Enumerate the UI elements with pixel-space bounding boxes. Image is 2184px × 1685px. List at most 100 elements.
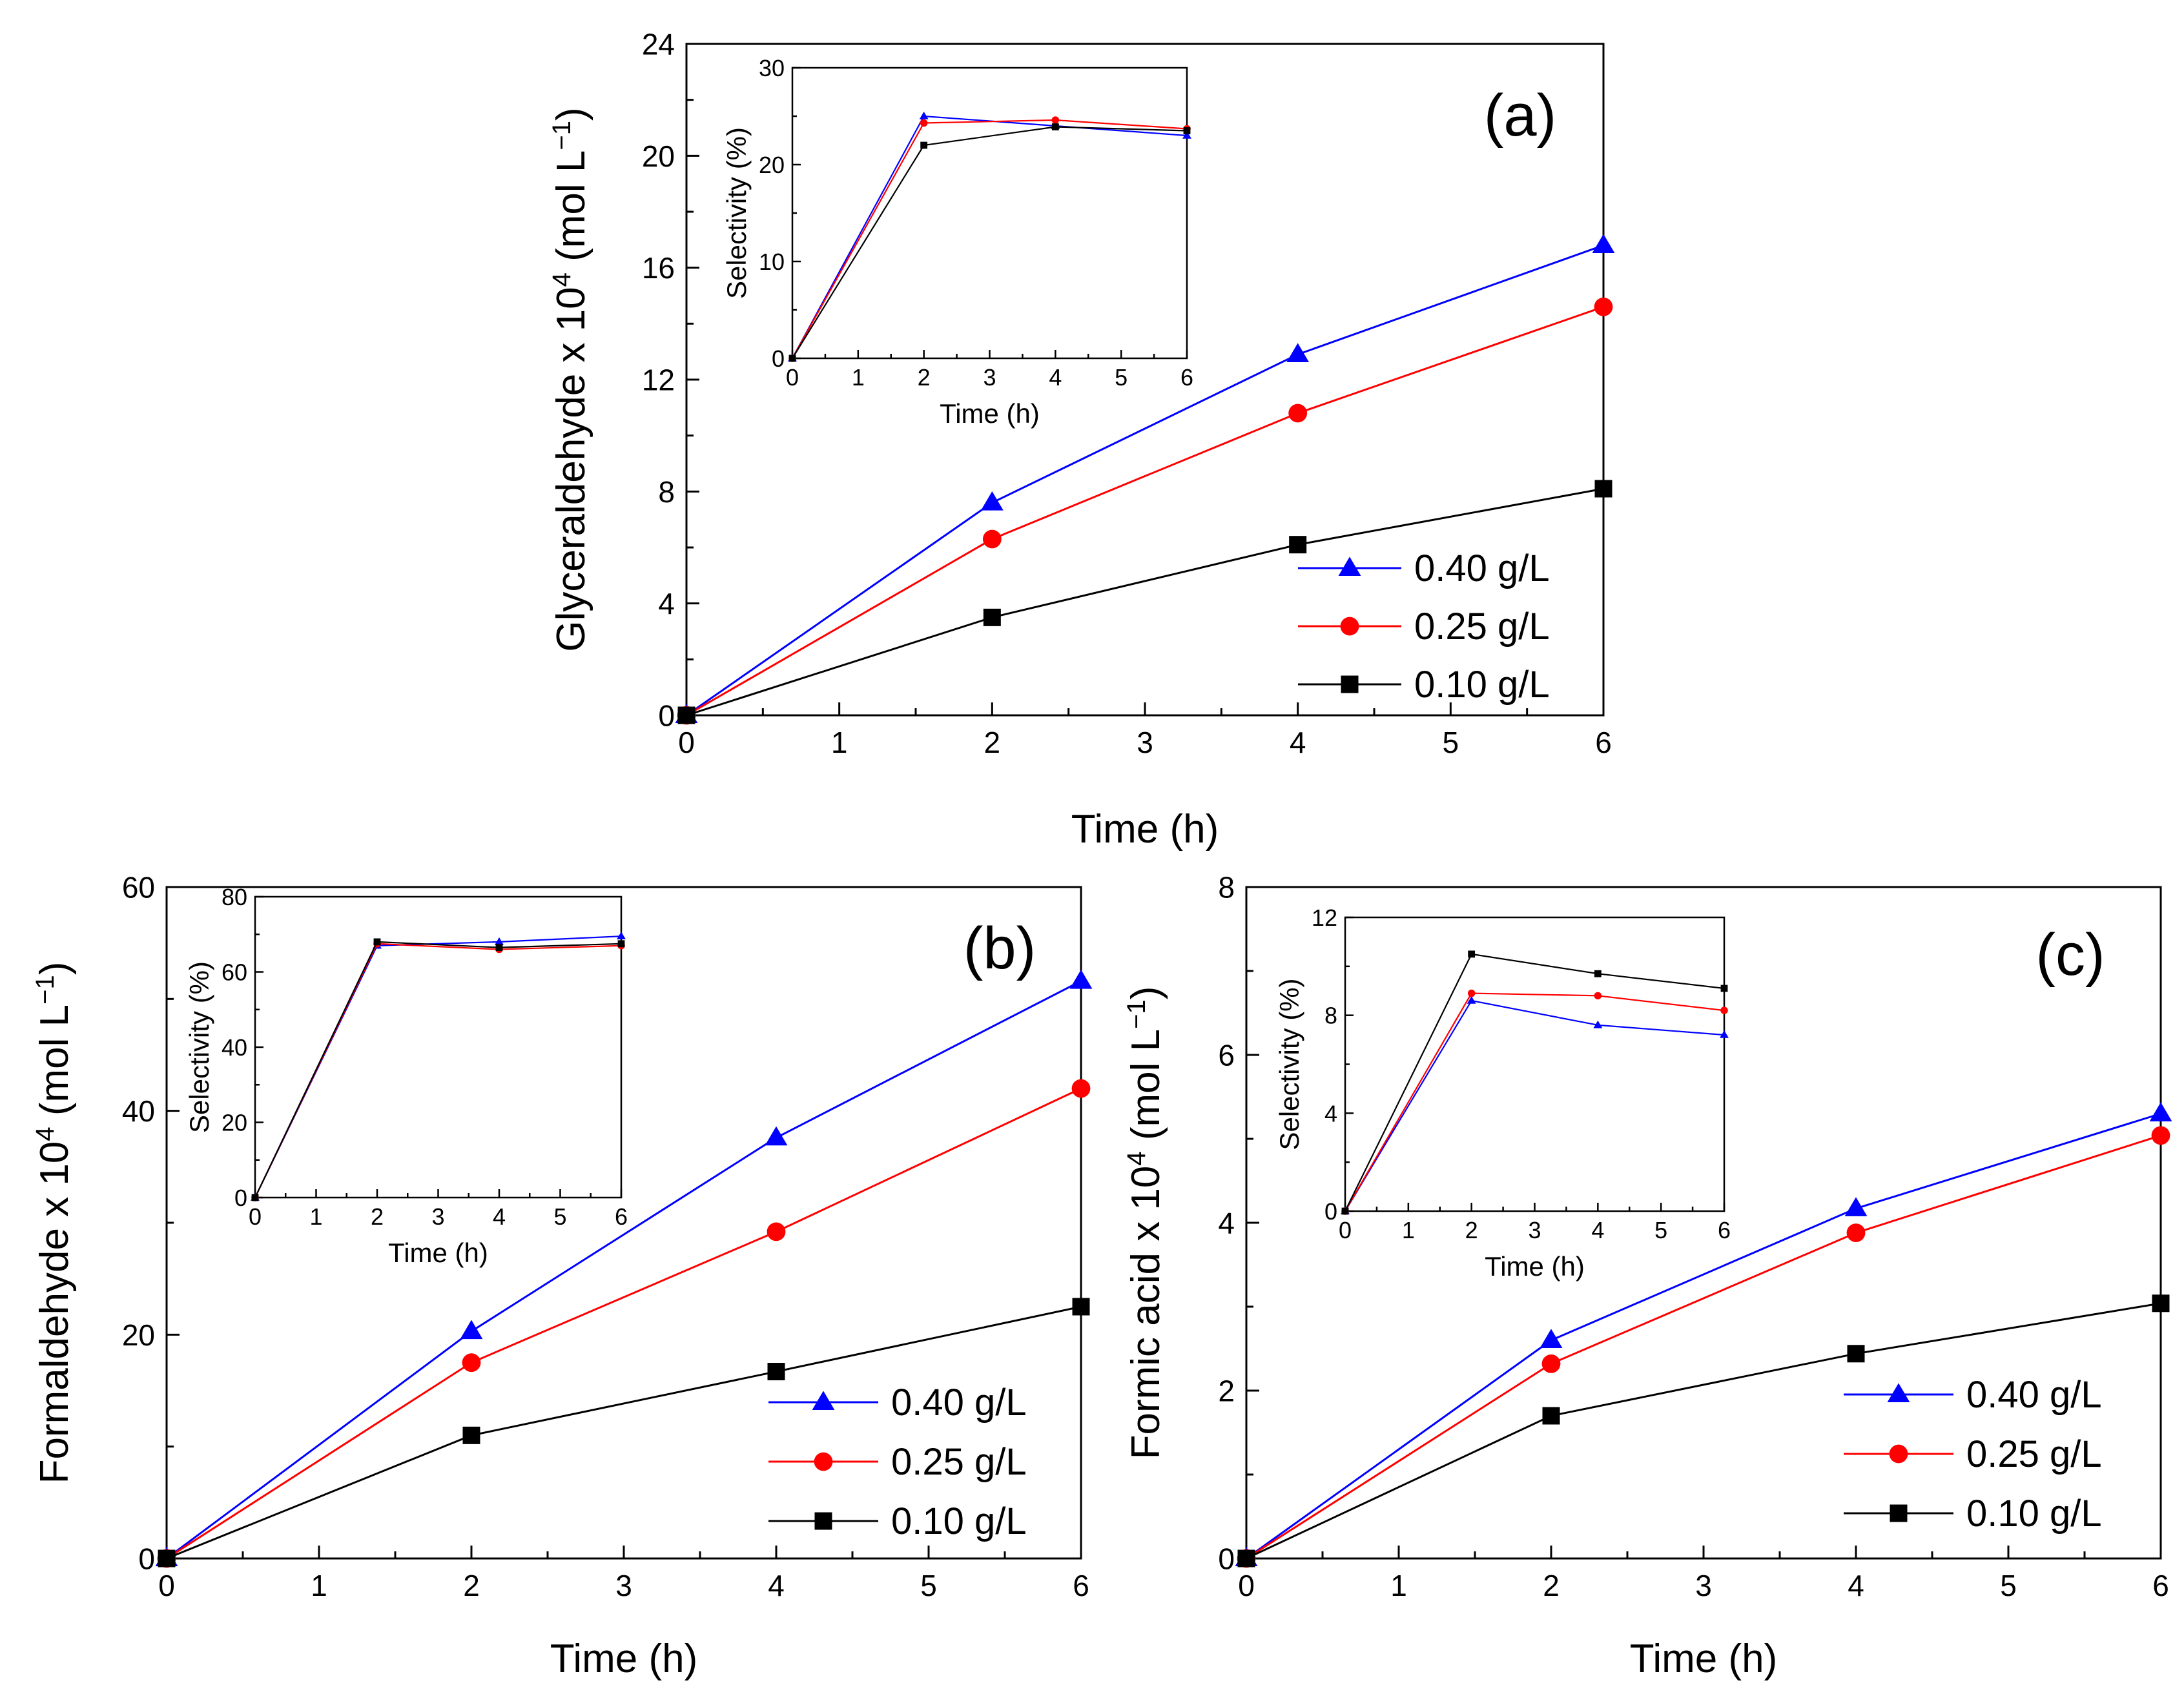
panel-c-y-tick-label-0: 0 [1218,1542,1235,1576]
panel-a-inset-y-tick-label-0: 0 [772,345,785,372]
panel-a-series-line-2 [686,487,1604,717]
panel-c-inset-point-s0-2 [1593,1020,1603,1028]
panel-a-inset-point-s1-2 [1051,116,1060,124]
panel-b-series-line-2 [166,1305,1082,1560]
panel-b-legend-marker-1 [814,1452,833,1471]
panel-c-y-tick-label-8: 8 [1218,871,1235,904]
panel-b-y-tick-label-40: 40 [122,1094,155,1128]
panel-b-x-tick-label-4: 4 [768,1569,785,1602]
panel-a-inset-x-tick-label-4: 4 [1049,364,1062,391]
panel-a-point-s2-3 [1594,480,1612,498]
panel-b-panel-label: (b) [963,915,1036,981]
panel-b-y-axis-title-part: ) [32,962,77,975]
panel-a-y-axis-title-part: ) [549,107,593,121]
panel-b-inset-point-s2-0 [251,1194,259,1201]
panel-b-inset-y-tick-label-20: 20 [221,1109,247,1136]
panel-c-inset-x-tick-label-0: 0 [1339,1217,1352,1243]
panel-a-point-s0-2 [1286,343,1310,362]
panel-a-inset-x-tick-label-2: 2 [918,364,931,391]
panel-c-y-tick-label-2: 2 [1218,1374,1235,1408]
panel-b-inset-x-tick-label-1: 1 [309,1203,322,1230]
panel-c-x-tick-label-5: 5 [2000,1569,2017,1602]
panel-a-legend-label-1: 0.25 g/L [1414,606,1550,648]
panel-b-inset-point-s0-2 [495,937,504,945]
panel-c-point-s1-3 [2151,1126,2170,1145]
panel-a-y-axis-title-part: Glyceraldehyde x 10 [549,287,593,651]
panel-a-inset-x-tick-label-5: 5 [1115,364,1128,391]
panel-a-inset-y-tick-label-30: 30 [759,55,785,81]
panel-a-legend-marker-0 [1338,557,1361,576]
panel-a-x-tick-label-5: 5 [1443,726,1459,759]
panel-b-inset-x-tick-label-2: 2 [371,1203,384,1230]
panel-c-inset-y-tick-label-0: 0 [1324,1198,1337,1225]
panel-a-y-tick-label-4: 4 [658,587,675,620]
panel-b-point-s0-3 [1069,969,1093,989]
panel-a-inset-x-tick-label-0: 0 [786,364,799,391]
panel-a-x-tick-label-2: 2 [984,726,1001,759]
panel-a-y-tick-label-12: 12 [642,363,675,397]
panel-a-legend: 0.40 g/L 0.25 g/L 0.10 g/L [1298,547,1550,706]
panel-a-x-tick-label-1: 1 [831,726,848,759]
panel-a-x-tick-label-3: 3 [1137,726,1153,759]
panel-a-y-tick-label-0: 0 [658,699,675,733]
panel-b-inset-x-tick-label-5: 5 [553,1203,566,1230]
panel-b-legend-label-1: 0.25 g/L [891,1441,1027,1483]
panel-a-y-axis-title-part: (mol L [549,150,593,272]
panel-a-inset-point-s2-3 [1183,127,1191,134]
panel-b-y-tick-label-0: 0 [138,1542,155,1576]
panel-c-point-s2-3 [2152,1294,2170,1312]
panel-a-inset-point-s0-3 [1182,130,1191,139]
panel-c-y-axis-title-superscript: 4 [1122,1151,1151,1165]
panel-a-series-line-1 [686,305,1604,717]
panel-c-y-axis-title: Formic acid x 104 (mol L−1) [1122,986,1168,1460]
panel-c-point-s0-3 [2149,1102,2172,1121]
panel-c-inset-x-tick-label-1: 1 [1402,1217,1415,1243]
panel-c-x-tick-label-1: 1 [1390,1569,1407,1602]
panel-a-inset-y-tick-label-20: 20 [759,152,785,178]
panel-a-point-s0-1 [980,491,1004,511]
panel-a-inset-background [792,68,1187,358]
panel-c-inset-point-s0-3 [1720,1030,1729,1038]
panel-b-y-tick-label-60: 60 [122,871,155,904]
panel-a-inset-x-tick-label-3: 3 [983,364,996,391]
panel-c-series-line-1 [1246,1134,2161,1560]
panel-c-point-s0-2 [1844,1197,1868,1216]
panel-a-y-tick-label-16: 16 [642,251,675,285]
panel-a-inset-y-axis-title: Selectivity (%) [721,127,752,299]
panel-b-series-line-0 [166,980,1082,1560]
panel-a-inset-series-line-1 [792,119,1188,359]
panel-b-point-s2-3 [1072,1298,1090,1316]
panel-c-x-tick-label-4: 4 [1848,1569,1864,1602]
panel-c-inset-point-s2-3 [1720,985,1728,992]
panel-a-legend-label-0: 0.40 g/L [1414,547,1550,589]
panel-c-inset-point-s1-1 [1467,989,1476,997]
panel-b-x-tick-label-0: 0 [158,1569,175,1602]
panel-b-legend-marker-2 [814,1512,832,1530]
panel-b-point-s2-2 [767,1363,785,1381]
panel-b-inset-series-line-2 [254,941,622,1198]
panel-a-y-axis-title-superscript: −1 [548,121,576,150]
panel-b-point-s1-3 [1071,1079,1091,1098]
panel-b-y-axis-title: Formaldehyde x 104 (mol L−1) [31,962,77,1484]
panel-b-legend-label-0: 0.40 g/L [891,1382,1027,1424]
panel-c-legend-marker-2 [1890,1504,1908,1522]
panel-b-y-tick-label-20: 20 [122,1318,155,1352]
panel-c-inset-y-axis-title: Selectivity (%) [1274,978,1304,1150]
panel-a-series-line-0 [686,244,1604,717]
panel-a-y-tick-label-8: 8 [658,475,675,509]
panel-a-y-axis-title: Glyceraldehyde x 104 (mol L−1) [548,107,593,651]
panel-b-point-s2-1 [462,1426,480,1444]
panel-c-legend-label-2: 0.10 g/L [1966,1493,2102,1535]
panel-a-x-tick-label-6: 6 [1595,726,1612,759]
panel-c-inset-point-s2-0 [1341,1207,1349,1215]
panel-c-inset-background [1345,917,1724,1211]
panel-c-point-s0-1 [1540,1329,1563,1348]
panel-a-y-axis-title-superscript: 4 [548,272,576,287]
panel-b-point-s0-1 [460,1320,483,1340]
panel-c-inset-point-s1-2 [1594,992,1602,1000]
panel-b-inset-y-axis-title: Selectivity (%) [184,961,214,1133]
panel-b-point-s2-0 [158,1549,176,1568]
panel-a-x-axis-title: Time (h) [1071,807,1219,852]
